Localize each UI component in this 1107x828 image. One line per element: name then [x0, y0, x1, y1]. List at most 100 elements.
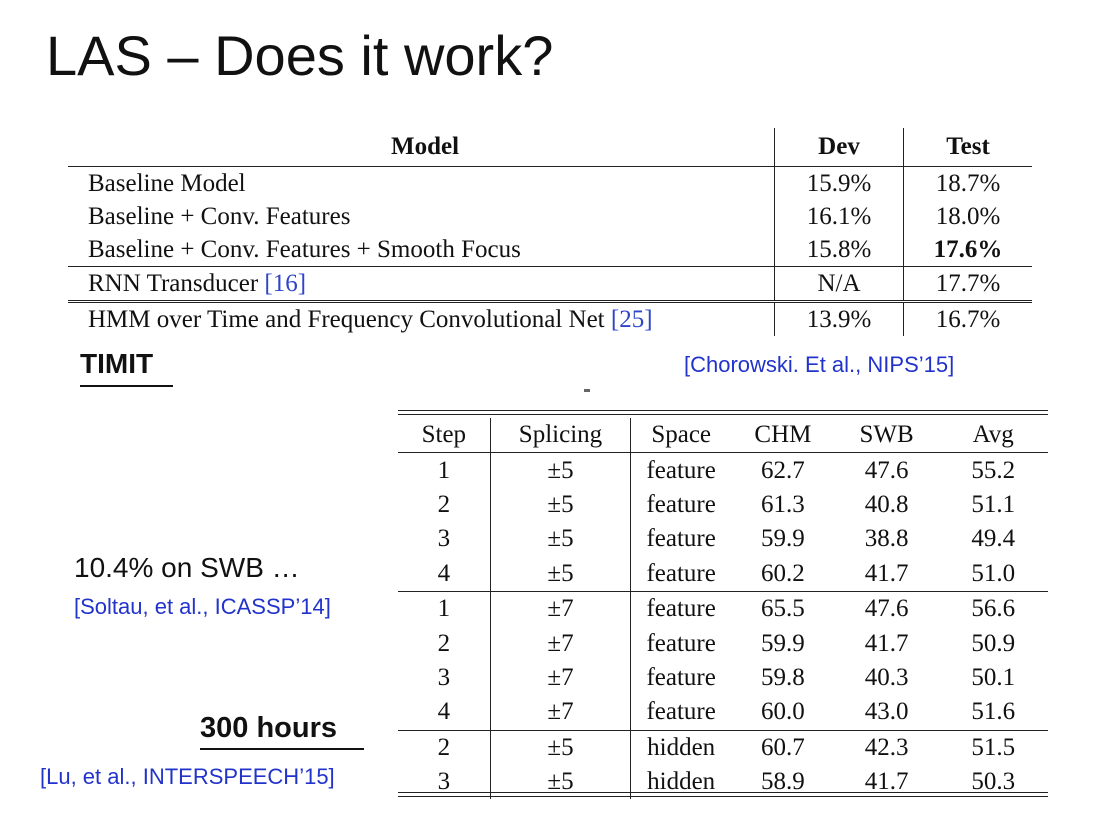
space-value: feature	[646, 663, 716, 691]
table-row: 4 ±7 feature 60.0 43.0 51.6	[398, 695, 1048, 731]
test-value-best: 17.6%	[903, 233, 1032, 267]
test-value: 17.7%	[903, 266, 1032, 302]
space-value: feature	[646, 490, 716, 518]
test-value: 16.7%	[903, 300, 1032, 336]
swb-value: 41.7	[864, 559, 909, 587]
avg-value: 50.3	[971, 768, 1016, 796]
splicing-value: ±5	[490, 729, 632, 765]
step-value: 1	[398, 590, 491, 627]
dev-value: 16.1%	[774, 200, 904, 233]
header-avg: Avg	[938, 418, 1048, 454]
table-row: 2 ±5 feature 61.3 40.8 51.1	[398, 487, 1048, 523]
step-value: 4	[398, 556, 491, 592]
header-space: Space	[630, 418, 732, 454]
swb-results-table: Step Splicing Space CHM SWB Avg 1 ±5 fea…	[398, 418, 1048, 800]
chm-value: 59.8	[761, 663, 805, 691]
soltau-citation: [Soltau, et al., ICASSP’14]	[74, 594, 331, 619]
table-row: Baseline Model 15.9% 18.7%	[68, 166, 1032, 200]
splicing-value: ±7	[490, 590, 632, 627]
avg-value: 51.1	[971, 490, 1016, 518]
timit-results-table: Model Dev Test Baseline Model 15.9% 18.7…	[68, 128, 1032, 336]
splicing-value: ±5	[490, 452, 632, 488]
step-value: 3	[398, 522, 491, 557]
step-value: 2	[398, 487, 491, 523]
swb-value-best: 38.8	[864, 525, 909, 553]
crop-artifact	[584, 389, 590, 392]
avg-value: 51.6	[971, 698, 1016, 726]
header-swb: SWB	[834, 418, 939, 454]
dev-value: 13.9%	[774, 300, 904, 336]
step-value: 3	[398, 660, 491, 696]
reference-link[interactable]: [25]	[610, 305, 653, 333]
dev-value: N/A	[774, 266, 904, 302]
test-value: 18.0%	[903, 200, 1032, 233]
splicing-value: ±5	[490, 556, 632, 592]
table-top-rule	[398, 410, 1048, 415]
splicing-value: ±5	[490, 522, 632, 557]
dev-value: 15.8%	[774, 233, 904, 267]
space-value: feature	[646, 456, 716, 484]
space-value: feature	[646, 525, 716, 553]
model-cell: HMM over Time and Frequency Convolutiona…	[68, 300, 775, 336]
dev-value: 15.9%	[774, 166, 904, 200]
swb-value: 47.6	[864, 456, 909, 484]
timit-label: TIMIT	[80, 348, 154, 379]
splicing-value: ±7	[490, 626, 632, 661]
table-row: 2 ±7 feature 59.9 41.7 50.9	[398, 626, 1048, 661]
avg-value: 51.0	[971, 559, 1016, 587]
table-header-row: Step Splicing Space CHM SWB Avg	[398, 418, 1048, 454]
reference-link[interactable]: [16]	[264, 269, 307, 297]
swb-value: 43.0	[864, 698, 909, 726]
table-row: RNN Transducer [16] N/A 17.7%	[68, 266, 1032, 302]
avg-value: 51.5	[938, 729, 1048, 765]
space-value: feature	[630, 590, 732, 627]
chm-value: 61.3	[761, 490, 805, 518]
step-value: 2	[398, 626, 491, 661]
header-chm: CHM	[731, 418, 835, 454]
splicing-value: ±5	[490, 764, 632, 800]
avg-value: 50.9	[971, 629, 1016, 657]
chm-value: 60.7	[731, 729, 835, 765]
model-name: Baseline + Conv. Features + Smooth Focus	[88, 235, 521, 263]
splicing-value: ±5	[490, 487, 632, 523]
swb-note: 10.4% on SWB …	[74, 552, 300, 583]
space-value: feature	[646, 559, 716, 587]
chm-value: 65.5	[731, 590, 835, 627]
header-dev: Dev	[774, 128, 904, 167]
step-value: 3	[398, 764, 491, 800]
step-value: 1	[398, 452, 491, 488]
table-row: HMM over Time and Frequency Convolutiona…	[68, 300, 1032, 336]
chm-value: 60.2	[761, 559, 805, 587]
model-name: HMM over Time and Frequency Convolutiona…	[88, 305, 611, 333]
lu-citation: [Lu, et al., INTERSPEECH’15]	[40, 764, 335, 789]
swb-value: 41.7	[864, 629, 909, 657]
table-row: Baseline + Conv. Features + Smooth Focus…	[68, 233, 1032, 267]
header-model: Model	[68, 128, 775, 167]
step-value: 2	[398, 729, 491, 765]
table-row: 4 ±5 feature 60.2 41.7 51.0	[398, 556, 1048, 592]
header-splicing: Splicing	[490, 418, 632, 454]
avg-value: 55.2	[971, 456, 1016, 484]
swb-value: 47.6	[834, 590, 939, 627]
space-value: feature	[646, 629, 716, 657]
hours-underline	[200, 748, 364, 750]
table-row: 3 ±5 feature 59.9 38.8 49.4	[398, 522, 1048, 557]
chm-value-best: 58.9	[761, 768, 805, 796]
model-name: Baseline + Conv. Features	[88, 202, 351, 230]
avg-value: 56.6	[938, 590, 1048, 627]
model-cell: RNN Transducer [16]	[68, 266, 775, 302]
header-test: Test	[903, 128, 1032, 167]
model-name: RNN Transducer	[88, 269, 265, 297]
swb-value: 40.8	[864, 490, 909, 518]
table-row: 1 ±5 feature 62.7 47.6 55.2	[398, 452, 1048, 488]
slide-title: LAS – Does it work?	[46, 24, 554, 87]
chm-value: 59.9	[761, 629, 805, 657]
table-row: 3 ±7 feature 59.8 40.3 50.1	[398, 660, 1048, 696]
test-value: 18.7%	[903, 166, 1032, 200]
chorowski-citation: [Chorowski. Et al., NIPS’15]	[684, 352, 955, 377]
table-row: Baseline + Conv. Features 16.1% 18.0%	[68, 200, 1032, 233]
chm-value: 62.7	[761, 456, 805, 484]
avg-value-best: 49.4	[971, 525, 1016, 553]
step-value: 4	[398, 695, 491, 731]
swb-value: 41.7	[864, 768, 909, 796]
